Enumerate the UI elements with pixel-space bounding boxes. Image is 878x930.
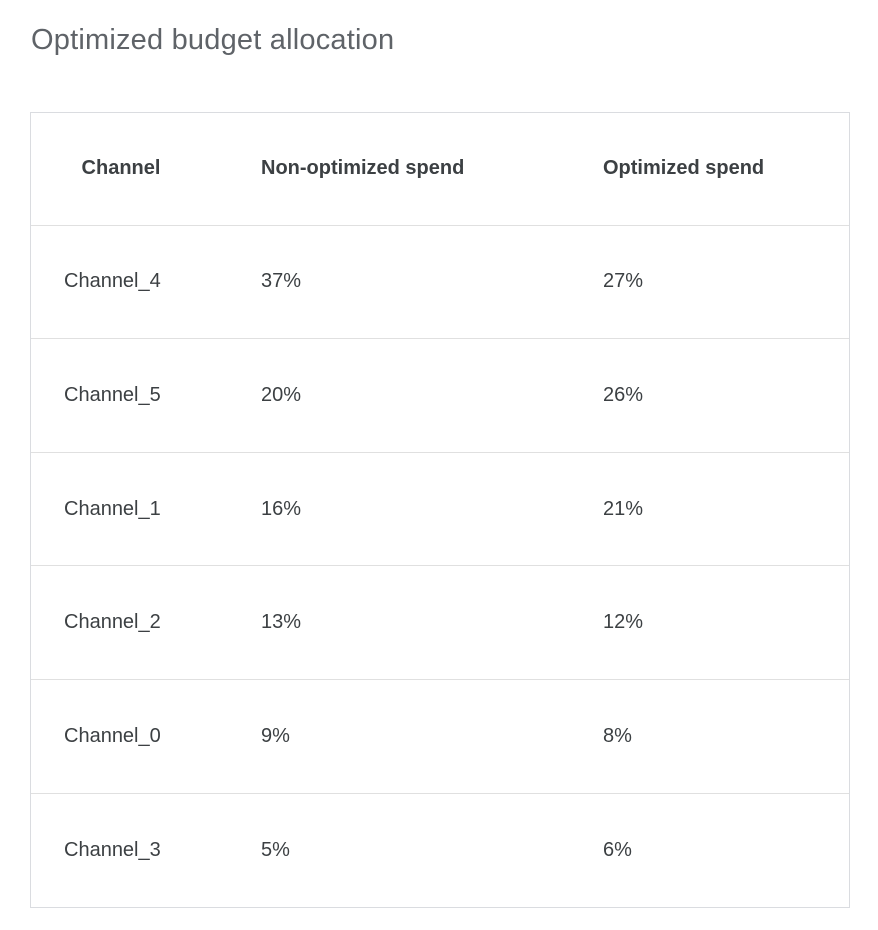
budget-allocation-table-container: Channel Non-optimized spend Optimized sp… [30,112,850,908]
cell-channel: Channel_1 [31,452,261,567]
table-row: Channel_1 16% 21% [31,452,849,567]
cell-optimized-spend: 26% [603,338,849,453]
table-row: Channel_0 9% 8% [31,679,849,794]
header-row: Channel Non-optimized spend Optimized sp… [31,113,849,226]
cell-non-optimized-spend: 5% [261,838,290,861]
cell-non-optimized-spend: 13% [261,565,603,681]
table-header: Channel Non-optimized spend Optimized sp… [31,113,849,226]
column-header-channel: Channel [31,113,261,226]
budget-allocation-table: Channel Non-optimized spend Optimized sp… [31,113,849,907]
cell-non-optimized-spend: 16% [261,452,603,567]
table-row: Channel_5 20% 26% [31,338,849,453]
cell-optimized-spend: 8% [603,679,849,794]
table-body: Channel_4 37% 27% Channel_5 20% 26% Chan… [31,225,849,907]
cell-channel: Channel_3 [64,838,161,861]
column-header-optimized-spend: Optimized spend [603,113,849,226]
table-row: Channel_2 13% 12% [31,565,849,681]
cell-non-optimized-spend: 37% [261,225,603,340]
cell-optimized-spend: 27% [603,225,849,340]
cell-optimized-spend: 21% [603,452,849,567]
column-header-non-optimized-spend: Non-optimized spend [261,113,603,226]
cell-optimized-spend: 12% [603,565,849,681]
cell-channel: Channel_0 [31,679,261,794]
table-row: Channel_4 37% 27% [31,225,849,340]
cell-non-optimized-spend: 9% [261,679,603,794]
cell-non-optimized-spend: 20% [261,338,603,453]
page-title: Optimized budget allocation [31,24,395,56]
table-row: Channel_3 5% 6% [31,793,849,907]
cell-channel: Channel_2 [31,565,261,681]
cell-optimized-spend: 6% [603,838,632,861]
cell-channel: Channel_4 [31,225,261,340]
cell-channel: Channel_5 [31,338,261,453]
